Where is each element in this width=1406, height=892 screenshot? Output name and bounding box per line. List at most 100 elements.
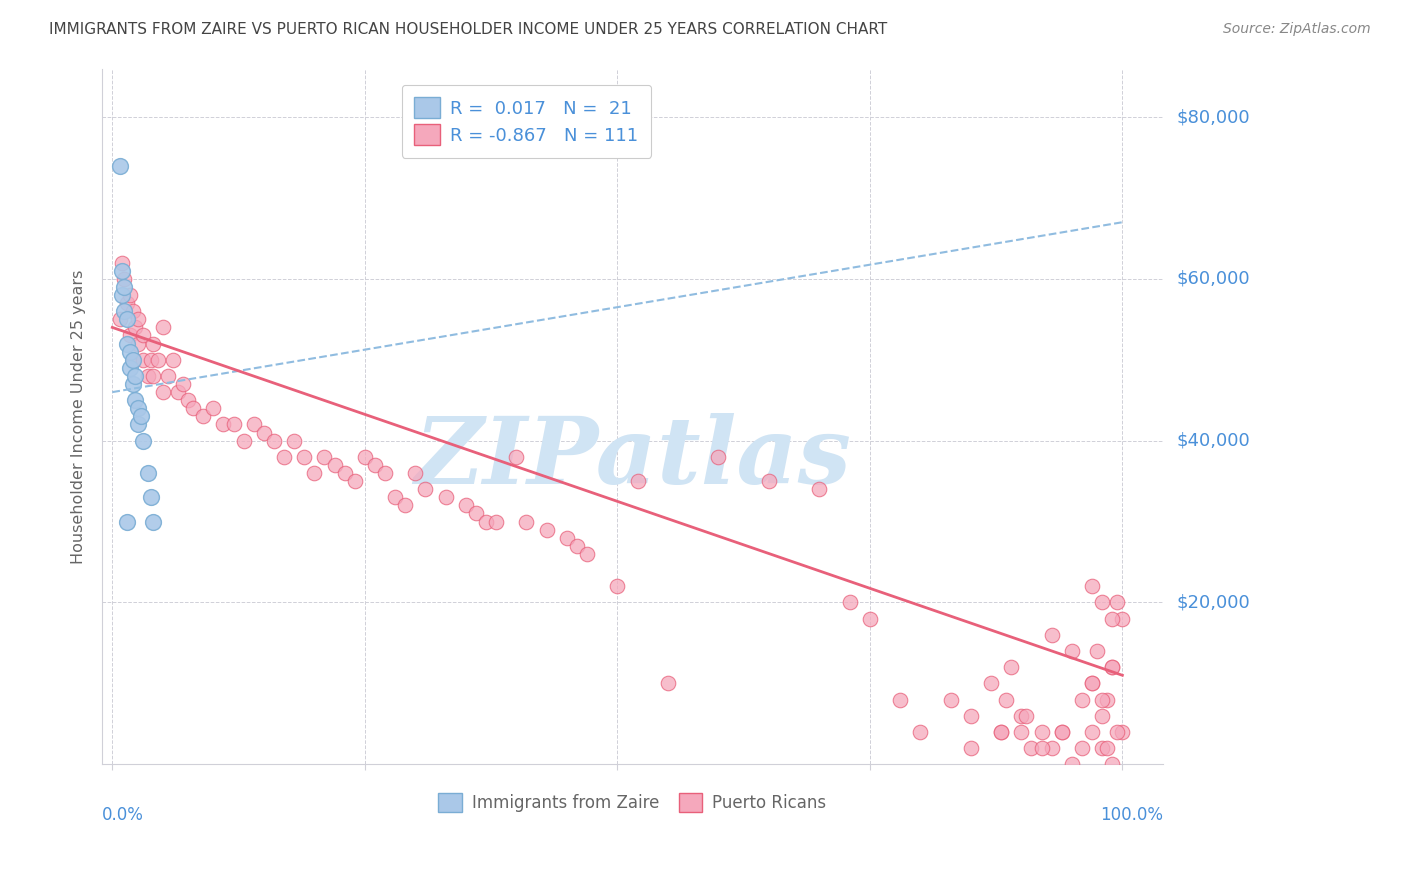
Point: [565, 539, 588, 553]
Point: [121, 352, 143, 367]
Point: [1107, 595, 1129, 609]
Point: [1071, 741, 1094, 756]
Point: [222, 417, 245, 432]
Point: [292, 450, 315, 464]
Point: [139, 352, 162, 367]
Point: [415, 482, 437, 496]
Point: [124, 393, 146, 408]
Point: [127, 401, 149, 416]
Point: [117, 336, 139, 351]
Text: 0.0%: 0.0%: [103, 806, 143, 824]
Point: [995, 692, 1018, 706]
Point: [323, 458, 346, 472]
Point: [232, 434, 254, 448]
Point: [910, 725, 932, 739]
Text: $20,000: $20,000: [1177, 593, 1250, 612]
Point: [121, 304, 143, 318]
Point: [838, 595, 860, 609]
Point: [212, 417, 235, 432]
Point: [626, 474, 648, 488]
Point: [120, 344, 142, 359]
Point: [434, 491, 457, 505]
Point: [193, 409, 215, 424]
Point: [1091, 708, 1114, 723]
Point: [129, 409, 152, 424]
Point: [114, 272, 136, 286]
Point: [114, 304, 136, 318]
Point: [343, 474, 366, 488]
Point: [505, 450, 527, 464]
Point: [152, 385, 174, 400]
Point: [127, 312, 149, 326]
Point: [139, 491, 162, 505]
Point: [136, 368, 159, 383]
Point: [110, 312, 132, 326]
Legend: Immigrants from Zaire, Puerto Ricans: Immigrants from Zaire, Puerto Ricans: [432, 786, 834, 819]
Point: [111, 255, 134, 269]
Point: [136, 466, 159, 480]
Point: [314, 450, 336, 464]
Point: [1081, 579, 1104, 593]
Point: [127, 417, 149, 432]
Point: [110, 159, 132, 173]
Point: [707, 450, 730, 464]
Point: [1107, 725, 1129, 739]
Point: [1111, 725, 1133, 739]
Point: [960, 741, 983, 756]
Text: $80,000: $80,000: [1177, 108, 1250, 126]
Point: [1015, 708, 1038, 723]
Point: [555, 531, 578, 545]
Point: [990, 725, 1012, 739]
Point: [111, 288, 134, 302]
Point: [1095, 692, 1118, 706]
Point: [333, 466, 356, 480]
Point: [283, 434, 305, 448]
Point: [1081, 725, 1104, 739]
Point: [121, 377, 143, 392]
Point: [114, 280, 136, 294]
Text: $40,000: $40,000: [1177, 432, 1250, 450]
Text: IMMIGRANTS FROM ZAIRE VS PUERTO RICAN HOUSEHOLDER INCOME UNDER 25 YEARS CORRELAT: IMMIGRANTS FROM ZAIRE VS PUERTO RICAN HO…: [49, 22, 887, 37]
Point: [606, 579, 628, 593]
Point: [172, 377, 194, 392]
Point: [990, 725, 1012, 739]
Text: ZIPatlas: ZIPatlas: [413, 413, 851, 503]
Point: [142, 336, 165, 351]
Point: [394, 499, 416, 513]
Point: [536, 523, 558, 537]
Point: [1060, 757, 1083, 772]
Point: [124, 368, 146, 383]
Point: [1050, 725, 1073, 739]
Point: [1101, 612, 1123, 626]
Point: [657, 676, 679, 690]
Point: [120, 328, 142, 343]
Point: [1071, 692, 1094, 706]
Point: [142, 515, 165, 529]
Point: [960, 708, 983, 723]
Point: [1085, 644, 1108, 658]
Point: [1101, 660, 1123, 674]
Point: [121, 352, 143, 367]
Point: [1081, 676, 1104, 690]
Point: [353, 450, 375, 464]
Point: [1091, 595, 1114, 609]
Point: [475, 515, 498, 529]
Point: [1050, 725, 1073, 739]
Point: [808, 482, 831, 496]
Point: [485, 515, 508, 529]
Point: [1091, 741, 1114, 756]
Text: $60,000: $60,000: [1177, 270, 1250, 288]
Point: [1111, 612, 1133, 626]
Point: [980, 676, 1002, 690]
Point: [120, 288, 142, 302]
Point: [177, 393, 200, 408]
Point: [454, 499, 477, 513]
Point: [384, 491, 406, 505]
Point: [889, 692, 911, 706]
Point: [1010, 725, 1032, 739]
Point: [117, 312, 139, 326]
Point: [1101, 660, 1123, 674]
Point: [304, 466, 326, 480]
Point: [1031, 741, 1053, 756]
Point: [364, 458, 387, 472]
